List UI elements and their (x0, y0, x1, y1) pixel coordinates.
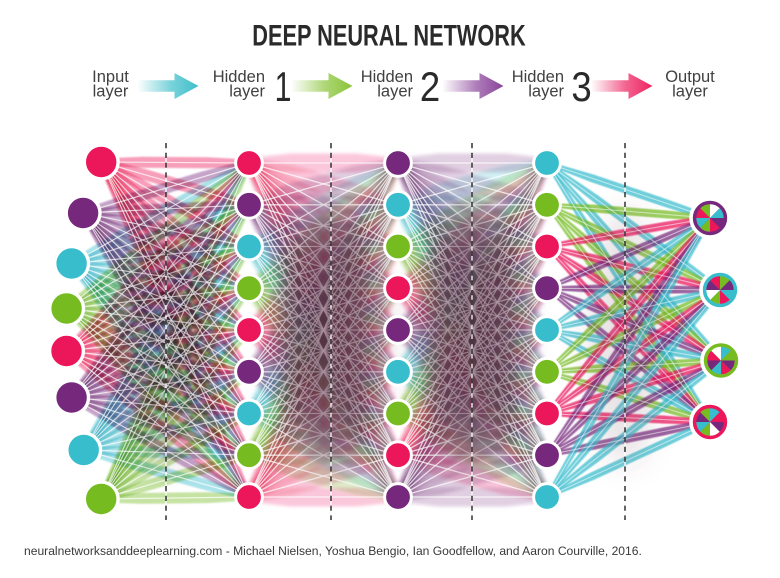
svg-text:1: 1 (275, 63, 292, 110)
svg-text:Hidden: Hidden (512, 68, 564, 86)
svg-text:Hidden: Hidden (361, 68, 413, 86)
svg-text:3: 3 (571, 64, 591, 111)
svg-text:layer: layer (93, 83, 129, 101)
svg-text:Output: Output (665, 68, 715, 86)
svg-text:Hidden: Hidden (213, 68, 265, 86)
svg-text:layer: layer (528, 83, 564, 101)
svg-text:neuralnetworksanddeeplearning.: neuralnetworksanddeeplearning.com - Mich… (24, 544, 642, 558)
svg-text:layer: layer (229, 83, 265, 101)
svg-text:Input: Input (92, 68, 129, 86)
svg-text:layer: layer (672, 83, 708, 101)
svg-text:2: 2 (420, 64, 440, 111)
svg-text:DEEP NEURAL NETWORK: DEEP NEURAL NETWORK (252, 18, 525, 52)
svg-text:layer: layer (377, 83, 413, 101)
